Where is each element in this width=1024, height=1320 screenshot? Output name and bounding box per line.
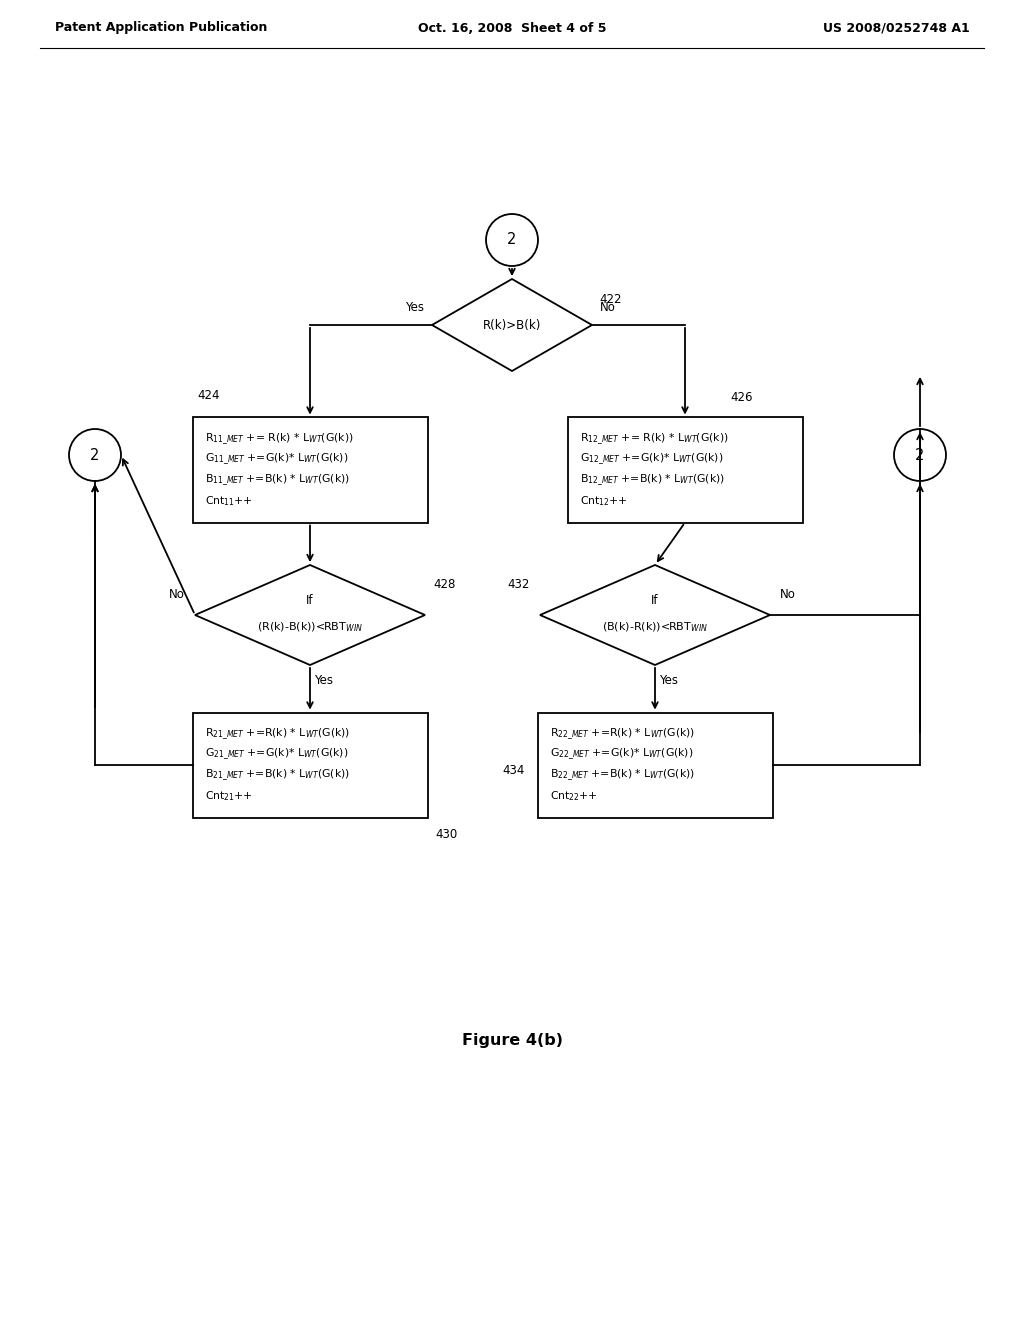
Text: (R(k)-B(k))<RBT$_{WIN}$: (R(k)-B(k))<RBT$_{WIN}$ [257,620,362,634]
Circle shape [894,429,946,480]
Text: B$_{12\_MET}$ +=B(k) * L$_{WT}$(G(k)): B$_{12\_MET}$ +=B(k) * L$_{WT}$(G(k)) [580,473,725,488]
Text: 2: 2 [915,447,925,462]
Text: (B(k)-R(k))<RBT$_{WIN}$: (B(k)-R(k))<RBT$_{WIN}$ [602,620,708,634]
Text: R(k)>B(k): R(k)>B(k) [482,318,542,331]
Text: Cnt$_{12}$++: Cnt$_{12}$++ [580,494,628,508]
Text: If: If [306,594,313,607]
Text: B$_{11\_MET}$ +=B(k) * L$_{WT}$(G(k)): B$_{11\_MET}$ +=B(k) * L$_{WT}$(G(k)) [205,473,350,488]
Text: 432: 432 [508,578,530,591]
Text: R$_{22\_MET}$ +=R(k) * L$_{WT}$(G(k)): R$_{22\_MET}$ +=R(k) * L$_{WT}$(G(k)) [550,726,695,742]
Text: Patent Application Publication: Patent Application Publication [55,21,267,34]
Bar [567,417,803,523]
Text: Cnt$_{22}$++: Cnt$_{22}$++ [550,789,598,803]
Text: 434: 434 [503,763,525,776]
Bar [193,713,427,817]
Polygon shape [195,565,425,665]
Text: Yes: Yes [314,675,334,688]
Text: 424: 424 [198,389,220,403]
Circle shape [486,214,538,267]
Text: Cnt$_{21}$++: Cnt$_{21}$++ [205,789,253,803]
Text: R$_{21\_MET}$ +=R(k) * L$_{WT}$(G(k)): R$_{21\_MET}$ +=R(k) * L$_{WT}$(G(k)) [205,726,350,742]
Text: No: No [600,301,615,314]
Text: R$_{11\_MET}$ += R(k) * L$_{WT}$(G(k)): R$_{11\_MET}$ += R(k) * L$_{WT}$(G(k)) [205,432,353,447]
Text: 2: 2 [90,447,99,462]
Circle shape [69,429,121,480]
Text: G$_{11\_MET}$ +=G(k)* L$_{WT}$(G(k)): G$_{11\_MET}$ +=G(k)* L$_{WT}$(G(k)) [205,451,348,467]
Text: 2: 2 [507,232,517,248]
Text: 428: 428 [433,578,456,591]
Text: If: If [651,594,658,607]
Text: Figure 4(b): Figure 4(b) [462,1032,562,1048]
Text: No: No [780,589,796,602]
Text: B$_{21\_MET}$ +=B(k) * L$_{WT}$(G(k)): B$_{21\_MET}$ +=B(k) * L$_{WT}$(G(k)) [205,767,350,783]
Text: G$_{22\_MET}$ +=G(k)* L$_{WT}$(G(k)): G$_{22\_MET}$ +=G(k)* L$_{WT}$(G(k)) [550,747,693,763]
Text: R$_{12\_MET}$ += R(k) * L$_{WT}$(G(k)): R$_{12\_MET}$ += R(k) * L$_{WT}$(G(k)) [580,432,729,447]
Text: No: No [169,589,185,602]
Text: Cnt$_{11}$++: Cnt$_{11}$++ [205,494,253,508]
Text: US 2008/0252748 A1: US 2008/0252748 A1 [823,21,970,34]
Polygon shape [432,279,592,371]
Bar [538,713,772,817]
Text: 426: 426 [730,391,753,404]
Text: B$_{22\_MET}$ +=B(k) * L$_{WT}$(G(k)): B$_{22\_MET}$ +=B(k) * L$_{WT}$(G(k)) [550,767,695,783]
Bar [193,417,427,523]
Text: 422: 422 [599,293,622,305]
Text: 430: 430 [435,828,458,841]
Text: Yes: Yes [406,301,424,314]
Text: G$_{12\_MET}$ +=G(k)* L$_{WT}$(G(k)): G$_{12\_MET}$ +=G(k)* L$_{WT}$(G(k)) [580,451,724,467]
Text: Yes: Yes [659,675,679,688]
Text: Oct. 16, 2008  Sheet 4 of 5: Oct. 16, 2008 Sheet 4 of 5 [418,21,606,34]
Polygon shape [540,565,770,665]
Text: G$_{21\_MET}$ +=G(k)* L$_{WT}$(G(k)): G$_{21\_MET}$ +=G(k)* L$_{WT}$(G(k)) [205,747,348,763]
